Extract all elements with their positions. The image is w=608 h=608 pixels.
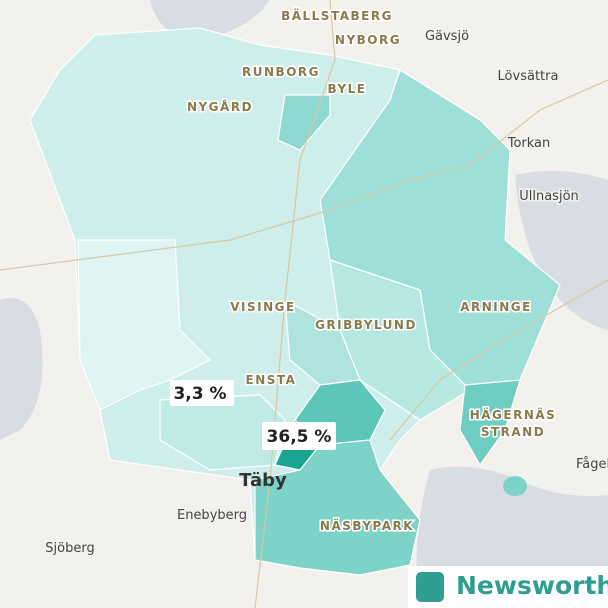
districts [29, 27, 561, 576]
place-label: Lövsättra [498, 69, 559, 84]
place-label: BÄLLSTABERG [281, 8, 393, 23]
road [0, 79, 608, 271]
place-label: Täby [239, 470, 287, 491]
place-label: ARNINGE [460, 300, 532, 314]
place-label: ENSTA [246, 373, 297, 387]
value-box [170, 380, 234, 406]
place-label: NYBORG [335, 33, 401, 47]
district [77, 239, 212, 411]
place-label: NYGÅRD [187, 99, 253, 114]
place-label: BYLE [327, 82, 366, 96]
place-label: Gävsjö [425, 29, 469, 44]
district [254, 439, 421, 576]
place-label: GRIBBYLUND [315, 318, 417, 332]
district [159, 394, 286, 471]
place-label: RUNBORG [242, 65, 320, 79]
place-label: VISINGE [230, 300, 295, 314]
place-label: Fågel [576, 457, 608, 472]
lake [515, 171, 608, 330]
value-label: 3,3 % [173, 384, 226, 404]
value-box [262, 422, 336, 450]
road [254, 0, 336, 608]
place-label: Sjöberg [45, 541, 94, 556]
place-label: HÄGERNÄS [470, 407, 557, 422]
labels: BÄLLSTABERG NYBORG Gävsjö Lövsättra RUNBORG B… [44, 7, 608, 558]
place-label: STRAND [481, 425, 545, 439]
place-label: Ullnasjön [519, 189, 579, 204]
lake [0, 298, 43, 440]
road [389, 279, 608, 441]
place-label: NÄSBYPARK [320, 518, 414, 533]
brand-name: Newsworthy [456, 571, 608, 600]
district [459, 379, 521, 467]
place-label: Enebyberg [177, 508, 247, 523]
island [503, 476, 527, 496]
place-label: Torkan [507, 136, 551, 151]
brand-logo [416, 572, 444, 602]
value-label: 36,5 % [267, 427, 332, 447]
